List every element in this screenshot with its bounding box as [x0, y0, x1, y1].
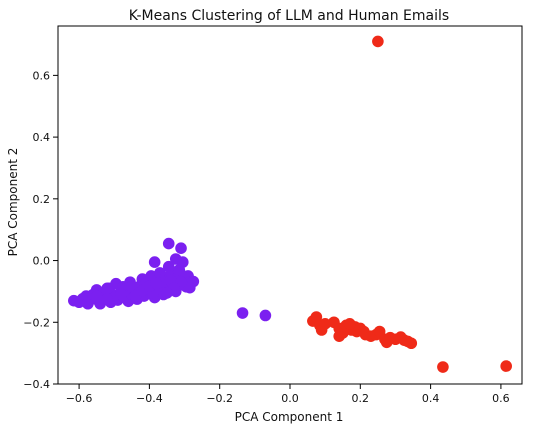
scatter-point	[333, 330, 346, 342]
scatter-point	[101, 282, 114, 295]
scatter-point	[115, 288, 128, 301]
scatter-point	[437, 361, 449, 373]
x-tick-label: 0.6	[492, 392, 510, 405]
y-tick-label: 0.2	[33, 193, 51, 206]
scatter-point	[184, 281, 196, 294]
scatter-point	[161, 287, 173, 299]
scatter-point	[175, 242, 187, 255]
scatter-point	[162, 237, 175, 250]
x-axis-label: PCA Component 1	[235, 410, 344, 424]
scatter-point	[162, 260, 175, 273]
y-tick-label: 0.6	[33, 69, 51, 82]
y-tick-label: −0.2	[23, 316, 50, 329]
scatter-point	[173, 264, 186, 276]
scatter-point	[90, 290, 103, 302]
data-points-layer	[68, 35, 512, 373]
cluster-1-points	[307, 35, 512, 373]
scatter-point	[148, 256, 161, 268]
x-tick-label: 0.0	[281, 392, 299, 405]
cluster-0-points	[68, 237, 272, 322]
y-axis-label: PCA Component 2	[6, 148, 20, 257]
plot-frame	[57, 25, 523, 385]
scatter-point	[236, 307, 249, 319]
chart-title: K-Means Clustering of LLM and Human Emai…	[129, 8, 449, 24]
scatter-point	[259, 309, 272, 322]
y-tick-label: 0.4	[33, 131, 51, 144]
scatter-point	[500, 360, 512, 372]
scatter-point	[101, 293, 114, 305]
x-tick-label: −0.2	[206, 392, 233, 405]
scatter-point	[150, 277, 163, 290]
y-axis: −0.4 −0.2 0.0 0.2 0.4 0.6 PCA Component 2	[6, 26, 59, 391]
y-tick-label: 0.0	[33, 255, 51, 268]
x-tick-label: 0.2	[352, 392, 370, 405]
y-ticks: −0.4 −0.2 0.0 0.2 0.4 0.6	[23, 69, 58, 391]
x-tick-label: −0.4	[136, 392, 163, 405]
x-tick-label: −0.6	[66, 392, 93, 405]
scatter-point	[372, 35, 384, 48]
scatter-point	[405, 337, 418, 350]
scatter-point	[343, 318, 356, 330]
x-axis: −0.6 −0.4 −0.2 0.0 0.2 0.4 0.6 PCA Component 1	[58, 383, 522, 424]
x-tick-label: 0.4	[422, 392, 440, 405]
y-tick-label: −0.4	[23, 378, 50, 391]
scatter-point	[319, 318, 331, 330]
x-ticks: −0.6 −0.4 −0.2 0.0 0.2 0.4 0.6	[66, 384, 510, 405]
